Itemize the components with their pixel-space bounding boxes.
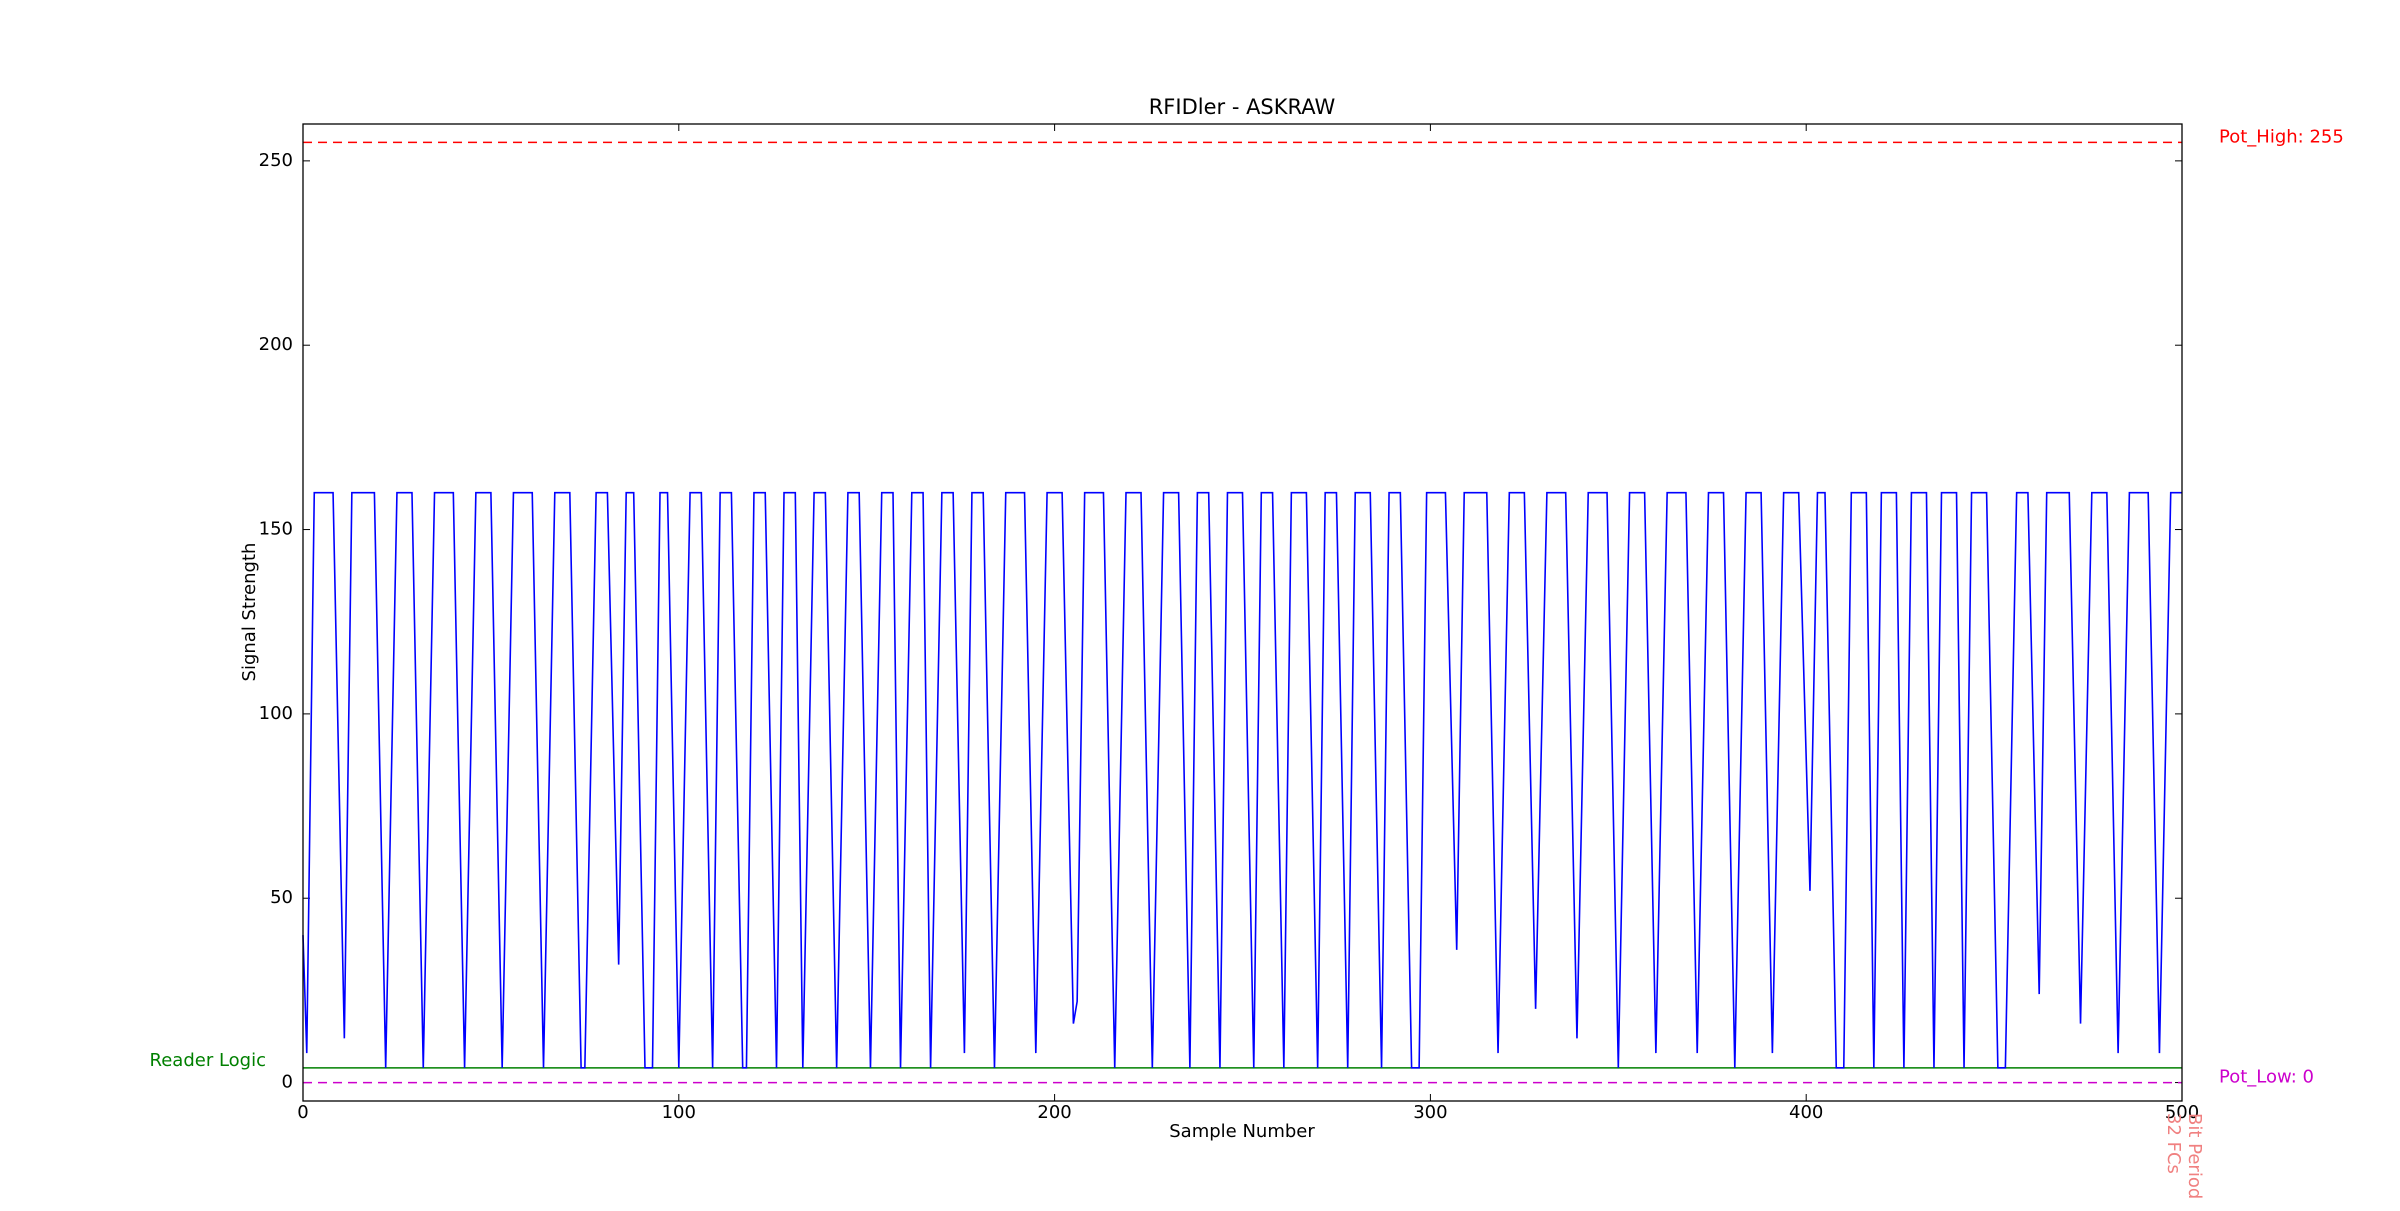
- y-tick-label: 100: [259, 703, 293, 724]
- y-tick-label: 50: [270, 887, 293, 908]
- x-tick-label: 100: [662, 1102, 696, 1123]
- annotation: Bit Period: [2184, 1113, 2205, 1199]
- x-tick-label: 200: [1037, 1102, 1071, 1123]
- signal-line: [302, 491, 2182, 1069]
- y-tick-label: 0: [282, 1072, 293, 1093]
- x-tick-label: 300: [1413, 1102, 1447, 1123]
- reference-label: Pot_Low: 0: [2219, 1067, 2314, 1088]
- chart-title: RFIDler - ASKRAW: [1149, 95, 1336, 119]
- y-tick-label: 200: [259, 334, 293, 355]
- plot-frame: [302, 123, 2183, 1102]
- annotation: 32 FCs: [2163, 1113, 2184, 1174]
- reference-label: Reader Logic: [150, 1050, 266, 1071]
- y-tick-label: 250: [259, 150, 293, 171]
- reference-label: Pot_High: 255: [2219, 126, 2344, 147]
- x-axis-label: Sample Number: [1169, 1121, 1315, 1142]
- x-tick-label: 500: [2165, 1102, 2199, 1123]
- x-tick-label: 0: [297, 1102, 308, 1123]
- y-tick-label: 150: [259, 519, 293, 540]
- y-axis-label: Signal Strength: [239, 543, 260, 682]
- x-tick-label: 400: [1789, 1102, 1823, 1123]
